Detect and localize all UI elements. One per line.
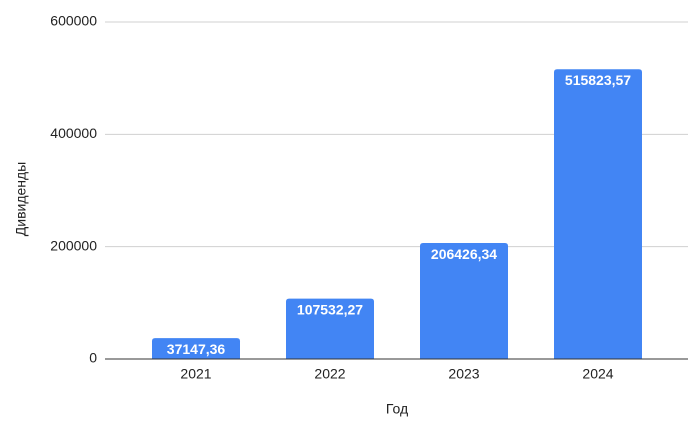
x-tick-label: 2022 [314,366,345,382]
bar [286,298,374,359]
x-tick-label: 2023 [448,366,479,382]
y-tick-label: 400000 [50,125,97,141]
bar [554,69,642,359]
data-label: 206426,34 [431,246,497,262]
x-tick-label: 2024 [582,366,613,382]
x-axis-title: Год [386,401,408,417]
data-label: 515823,57 [565,72,631,88]
y-tick-label: 0 [89,350,97,366]
y-tick-label: 600000 [50,13,97,29]
y-axis-title: Дивиденды [13,162,29,236]
data-label: 107532,27 [297,301,363,317]
y-tick-label: 200000 [50,237,97,253]
bar [420,243,508,359]
data-label: 37147,36 [167,341,226,357]
bar [152,338,240,359]
x-tick-label: 2021 [180,366,211,382]
